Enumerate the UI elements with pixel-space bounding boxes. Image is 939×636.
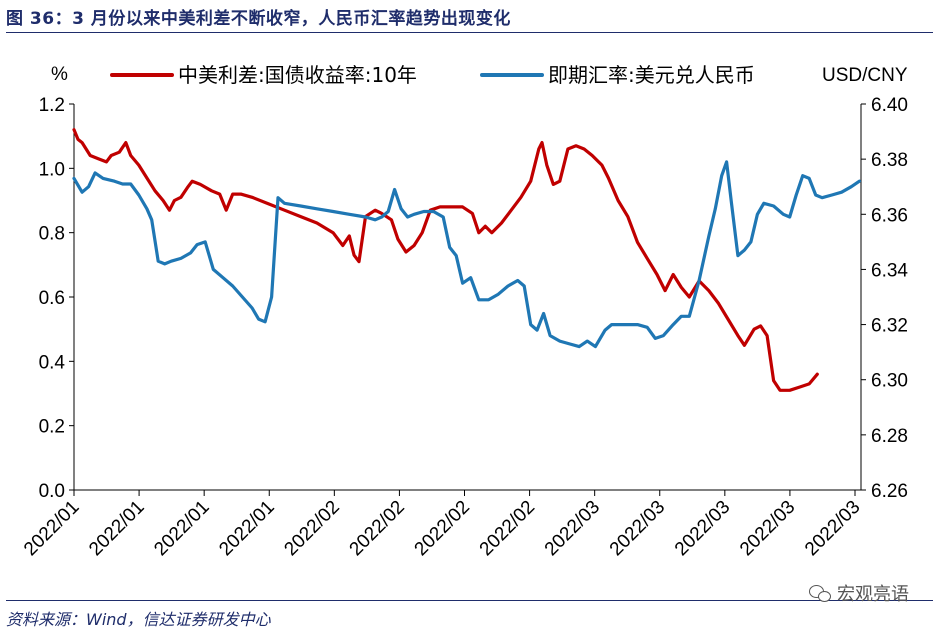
x-tick-label: 2022/03	[671, 497, 734, 560]
figure-title: 图 36：3 月份以来中美利差不断收窄，人民币汇率趋势出现变化	[6, 9, 511, 29]
watermark: 宏观亮语	[809, 580, 909, 606]
watermark-text: 宏观亮语	[837, 584, 909, 605]
left-tick-label: 0.6	[39, 288, 65, 309]
right-tick-label: 6.36	[871, 205, 908, 226]
right-tick-label: 6.40	[871, 95, 908, 116]
title-divider	[6, 32, 933, 33]
axes-group: 0.0 0.2 0.4 0.6 0.8 1.0 1.2 6.26 6.28 6.30 6.32 6.3…	[20, 64, 908, 560]
x-tick-label: 2022/01	[85, 497, 148, 560]
right-tick-label: 6.30	[871, 371, 908, 392]
x-tick-label: 2022/02	[476, 497, 539, 560]
left-tick-label: 1.0	[39, 159, 65, 180]
source-note: 资料来源：Wind，信达证券研发中心	[6, 610, 271, 629]
legend-label: 即期汇率:美元兑人民币	[548, 63, 755, 87]
x-tick-label: 2022/02	[280, 497, 343, 560]
right-tick-label: 6.28	[871, 426, 908, 447]
x-tick-label: 2022/03	[606, 497, 669, 560]
x-tick-label: 2022/03	[736, 497, 799, 560]
right-axis-unit: USD/CNY	[822, 65, 908, 86]
x-tick-label: 2022/01	[150, 497, 213, 560]
right-tick-label: 6.26	[871, 481, 908, 502]
source-divider	[6, 600, 933, 601]
chart-svg: 0.0 0.2 0.4 0.6 0.8 1.0 1.2 6.26 6.28 6.30 6.32 6.3…	[20, 63, 908, 560]
series-line-spread	[72, 128, 819, 392]
right-tick-label: 6.32	[871, 316, 908, 337]
right-tick-label: 6.38	[871, 150, 908, 171]
left-tick-label: 0.4	[39, 352, 66, 373]
x-tick-label: 2022/02	[346, 497, 409, 560]
legend-label: 中美利差:国债收益率:10年	[178, 63, 417, 87]
right-tick-label: 6.34	[871, 260, 908, 281]
left-tick-label: 0.2	[39, 417, 65, 438]
wechat-icon	[809, 584, 831, 602]
x-tick-label: 2022/02	[411, 497, 474, 560]
series-lines	[72, 128, 861, 392]
x-tick-label: 2022/01	[215, 497, 278, 560]
series-line-fx	[72, 160, 861, 349]
left-tick-label: 0.8	[39, 224, 65, 245]
left-axis-unit: %	[51, 64, 68, 85]
legend: 中美利差:国债收益率:10年 即期汇率:美元兑人民币	[110, 63, 755, 87]
x-tick-label: 2022/03	[801, 497, 864, 560]
left-tick-label: 1.2	[39, 95, 65, 116]
left-tick-label: 0.0	[39, 481, 65, 502]
x-tick-label: 2022/03	[541, 497, 604, 560]
x-tick-label: 2022/01	[20, 497, 83, 560]
